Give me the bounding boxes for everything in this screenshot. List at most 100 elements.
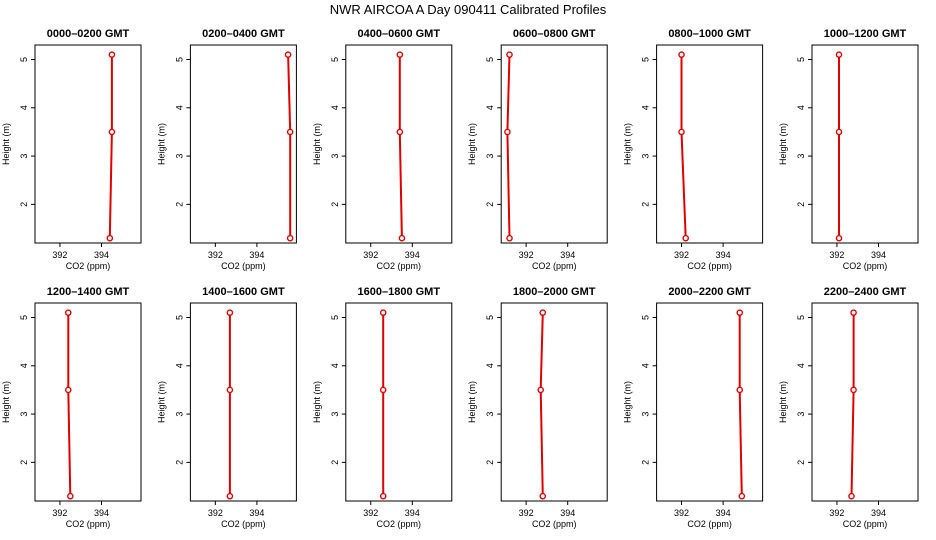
- profile-line: [850, 312, 855, 497]
- y-tick-label: 2: [174, 460, 184, 465]
- plot-frame: [34, 302, 142, 502]
- y-tick-label: 3: [330, 412, 340, 417]
- y-tick-label: 5: [641, 57, 651, 62]
- x-tick-label: 392: [363, 508, 378, 518]
- panel-title: 2200–2400 GMT: [824, 286, 907, 298]
- y-tick-label: 3: [19, 154, 29, 159]
- y-axis-label: Height (m): [1, 123, 11, 165]
- x-tick-label: 392: [674, 508, 689, 518]
- data-point: [226, 492, 234, 500]
- data-point: [835, 51, 843, 58]
- y-tick-label: 5: [796, 57, 806, 62]
- panel-9: 1600–1800 GMT 392 394 2 3 4 5 CO2 (ppm) Height (…: [312, 286, 453, 529]
- plot-frame: [656, 44, 764, 244]
- x-axis-label: CO2 (ppm): [66, 261, 111, 271]
- panel-8: 1400–1600 GMT 392 394 2 3 4 5 CO2 (ppm) Height (…: [156, 286, 297, 529]
- x-axis-label: CO2 (ppm): [687, 261, 732, 271]
- data-point: [64, 309, 72, 316]
- data-point: [537, 386, 544, 394]
- x-tick-label: 394: [405, 250, 420, 260]
- y-tick-label: 2: [19, 202, 29, 207]
- plot-frame: [811, 44, 919, 244]
- y-axis-label: Height (m): [156, 123, 166, 165]
- data-point: [379, 386, 387, 394]
- y-tick-label: 3: [485, 154, 495, 159]
- plot-frame: [189, 302, 297, 502]
- panel-title: 0200–0400 GMT: [202, 28, 285, 40]
- x-axis-label: CO2 (ppm): [377, 261, 422, 271]
- y-tick-label: 4: [174, 105, 184, 110]
- plot-frame: [345, 302, 453, 502]
- x-tick-label: 392: [519, 508, 534, 518]
- figure-title: NWR AIRCOA A Day 090411 Calibrated Profi…: [329, 2, 607, 17]
- y-tick-label: 2: [641, 460, 651, 465]
- data-point: [398, 234, 406, 242]
- data-point: [379, 309, 387, 316]
- data-point: [736, 309, 744, 316]
- profile-line: [287, 54, 292, 239]
- panel-title: 1000–1200 GMT: [824, 28, 907, 40]
- x-tick-label: 394: [560, 250, 575, 260]
- y-tick-label: 2: [796, 202, 806, 207]
- x-tick-label: 394: [249, 508, 264, 518]
- plot-frame: [189, 44, 297, 244]
- y-axis-label: Height (m): [623, 123, 633, 165]
- plot-frame: [656, 302, 764, 502]
- data-point: [286, 234, 294, 242]
- panel-6: 1000–1200 GMT 392 394 2 3 4 5 CO2 (ppm) Height (…: [778, 28, 919, 271]
- panel-1: 0000–0200 GMT 392 394 2 3 4 5 CO2 (ppm) Height (…: [1, 28, 142, 271]
- x-tick-label: 392: [674, 250, 689, 260]
- data-point: [106, 234, 114, 242]
- panel-5: 0800–1000 GMT 392 394 2 3 4 5 CO2 (ppm) Height (…: [623, 28, 764, 271]
- y-tick-label: 5: [485, 315, 495, 320]
- profile-line: [539, 312, 544, 497]
- data-point: [738, 492, 746, 500]
- y-tick-label: 3: [330, 154, 340, 159]
- y-tick-label: 5: [796, 315, 806, 320]
- y-tick-label: 5: [174, 315, 184, 320]
- y-tick-label: 3: [796, 154, 806, 159]
- y-tick-label: 5: [485, 57, 495, 62]
- y-axis-label: Height (m): [623, 381, 633, 423]
- y-tick-label: 4: [485, 363, 495, 368]
- x-tick-label: 392: [829, 250, 844, 260]
- panel-7: 1200–1400 GMT 392 394 2 3 4 5 CO2 (ppm) Height (…: [1, 286, 142, 529]
- plot-frame: [500, 44, 608, 244]
- y-tick-label: 4: [330, 105, 340, 110]
- x-axis-label: CO2 (ppm): [66, 519, 111, 529]
- y-tick-label: 2: [485, 460, 495, 465]
- x-tick-label: 394: [716, 508, 731, 518]
- profile-line: [738, 312, 743, 497]
- plot-frame: [34, 44, 142, 244]
- y-tick-label: 4: [641, 105, 651, 110]
- panel-title: 0600–0800 GMT: [513, 28, 596, 40]
- x-tick-label: 394: [716, 250, 731, 260]
- panel-title: 1600–1800 GMT: [358, 286, 441, 298]
- data-point: [504, 128, 511, 136]
- y-tick-label: 4: [19, 105, 29, 110]
- data-point: [835, 128, 843, 136]
- y-tick-label: 2: [19, 460, 29, 465]
- y-tick-label: 2: [485, 202, 495, 207]
- x-tick-label: 394: [405, 508, 420, 518]
- y-tick-label: 5: [641, 315, 651, 320]
- y-tick-label: 2: [796, 460, 806, 465]
- data-point: [226, 309, 234, 316]
- panel-4: 0600–0800 GMT 392 394 2 3 4 5 CO2 (ppm) Height (…: [467, 28, 608, 271]
- data-point: [678, 128, 685, 136]
- y-tick-label: 4: [641, 363, 651, 368]
- x-tick-label: 392: [208, 250, 223, 260]
- data-point: [850, 386, 857, 394]
- panel-title: 0000–0200 GMT: [47, 28, 130, 40]
- x-axis-label: CO2 (ppm): [377, 519, 422, 529]
- x-tick-label: 392: [363, 250, 378, 260]
- panel-title: 1200–1400 GMT: [47, 286, 130, 298]
- data-point: [226, 386, 234, 394]
- data-point: [506, 51, 513, 58]
- data-point: [835, 234, 843, 242]
- y-tick-label: 3: [174, 412, 184, 417]
- x-axis-label: CO2 (ppm): [843, 261, 888, 271]
- x-tick-label: 394: [871, 250, 886, 260]
- panel-12: 2200–2400 GMT 392 394 2 3 4 5 CO2 (ppm) Height (…: [778, 286, 919, 529]
- y-tick-label: 3: [641, 412, 651, 417]
